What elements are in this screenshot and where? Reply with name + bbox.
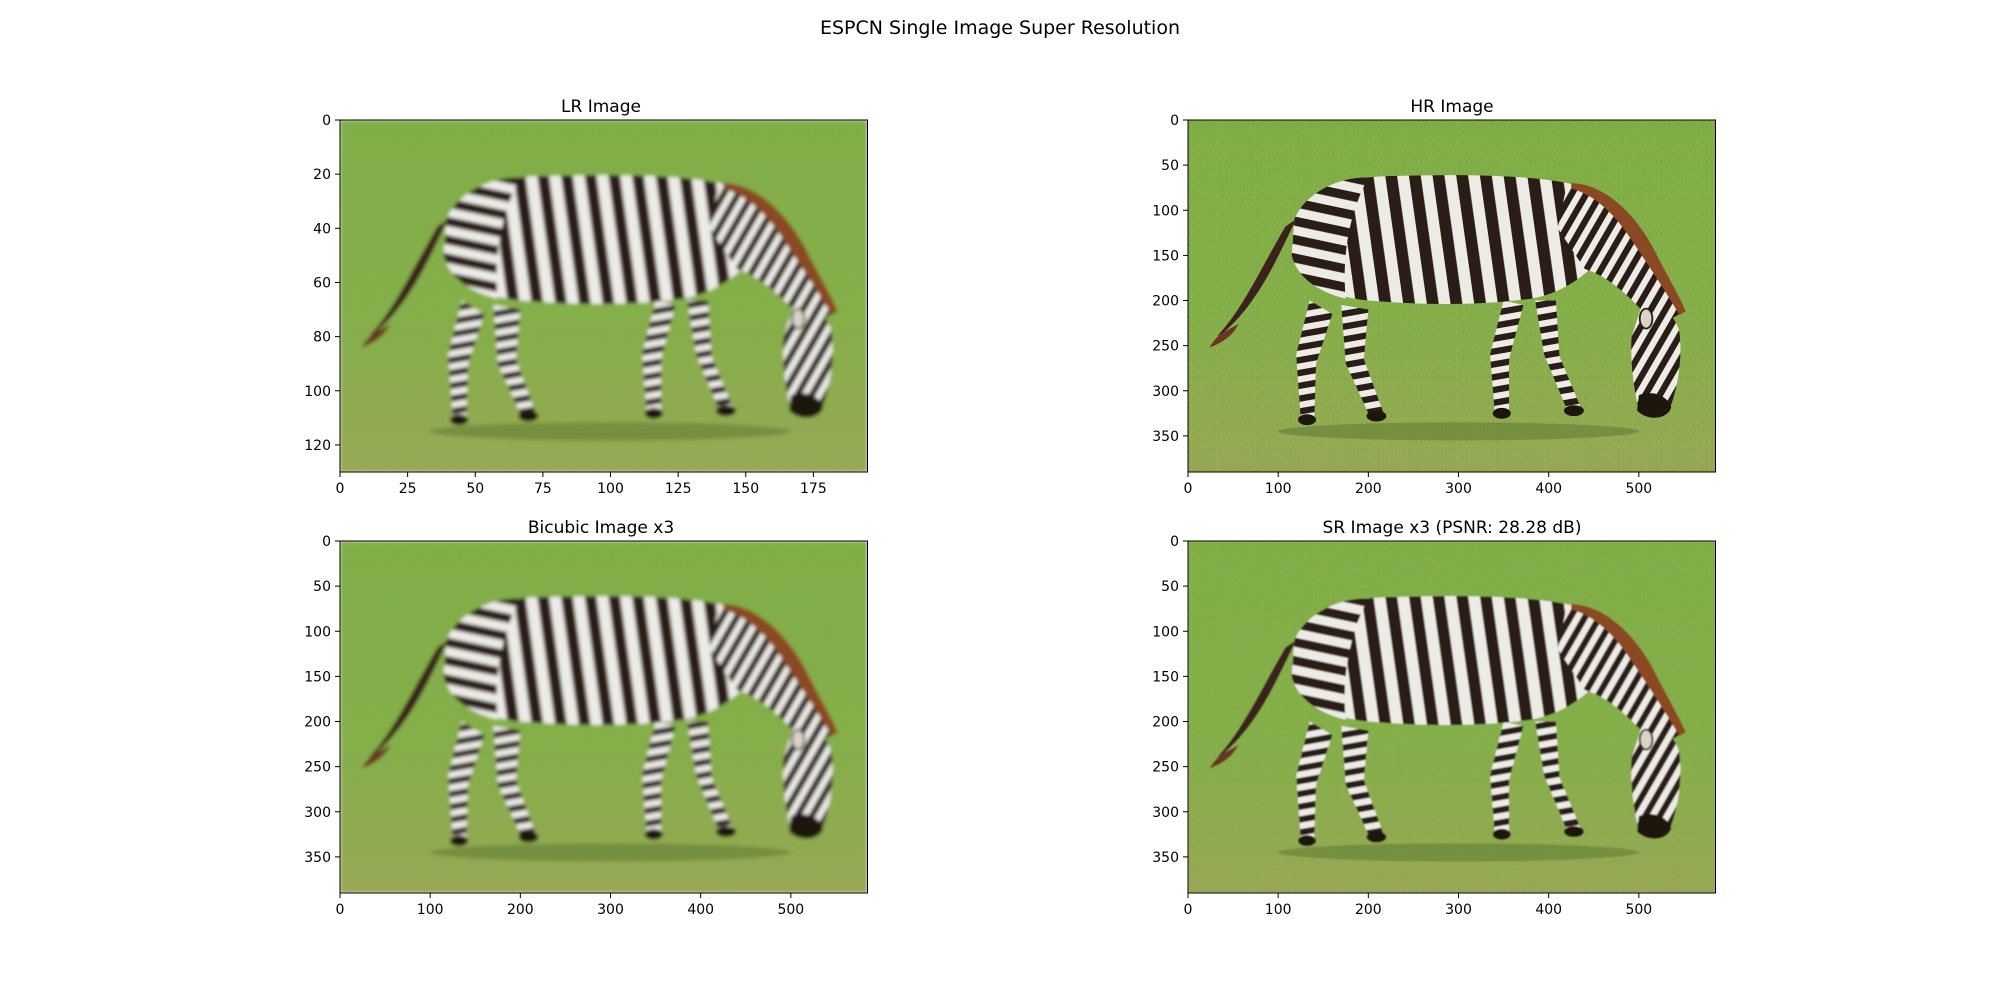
x-tick-label: 150 xyxy=(732,481,759,497)
y-tick-label: 150 xyxy=(1152,248,1179,264)
x-tick-label: 300 xyxy=(1445,902,1472,918)
y-tick-label: 0 xyxy=(322,113,331,129)
y-tick-label: 350 xyxy=(1152,850,1179,866)
y-tick-label: 50 xyxy=(1161,579,1179,595)
image-lr xyxy=(340,120,868,472)
image-hr xyxy=(1188,120,1716,472)
y-tick-label: 300 xyxy=(1152,384,1179,400)
axes-frame-sr xyxy=(1187,540,1716,894)
y-tick-label: 50 xyxy=(313,579,331,595)
panel-title-bicubic: Bicubic Image x3 xyxy=(528,518,674,538)
x-tick-label: 125 xyxy=(665,481,692,497)
x-tick-label: 400 xyxy=(1535,481,1562,497)
x-tick-label: 400 xyxy=(687,902,714,918)
y-tick-label: 150 xyxy=(304,669,331,685)
x-tick-label: 500 xyxy=(777,902,804,918)
y-tick-label: 150 xyxy=(1152,669,1179,685)
y-tick-label: 300 xyxy=(304,805,331,821)
panel-title-lr: LR Image xyxy=(561,97,641,117)
y-tick-label: 120 xyxy=(304,438,331,454)
x-tick-label: 400 xyxy=(1535,902,1562,918)
zebra-photo xyxy=(340,120,868,472)
x-tick-label: 0 xyxy=(336,481,345,497)
x-tick-label: 25 xyxy=(399,481,417,497)
zebra-photo xyxy=(340,541,868,893)
x-tick-label: 200 xyxy=(1355,902,1382,918)
figure-suptitle: ESPCN Single Image Super Resolution xyxy=(820,17,1180,39)
y-tick-label: 250 xyxy=(304,760,331,776)
y-tick-label: 0 xyxy=(1170,534,1179,550)
y-tick-label: 40 xyxy=(313,221,331,237)
panel-hr: HR Image 0 100 200 300 400 500 0 50 100 150 200 250… xyxy=(1152,97,1716,497)
y-tick-label: 200 xyxy=(304,715,331,731)
y-tick-label: 100 xyxy=(304,624,331,640)
y-tick-label: 200 xyxy=(1152,715,1179,731)
x-tick-label: 500 xyxy=(1625,481,1652,497)
x-tick-label: 0 xyxy=(1184,902,1193,918)
y-tick-label: 250 xyxy=(1152,339,1179,355)
y-tick-label: 250 xyxy=(1152,760,1179,776)
panel-title-hr: HR Image xyxy=(1410,97,1493,117)
zebra-photo xyxy=(1188,120,1716,472)
ticks-hr: 0 100 200 300 400 500 0 50 100 150 200 250 300 350 xyxy=(1152,113,1652,497)
y-tick-label: 0 xyxy=(1170,113,1179,129)
y-tick-label: 50 xyxy=(1161,158,1179,174)
panel-lr: LR Image 0 25 50 75 100 125 150 175 0 20 40 60 80 100… xyxy=(304,97,868,497)
y-tick-label: 100 xyxy=(1152,203,1179,219)
ticks-lr: 0 25 50 75 100 125 150 175 0 20 40 60 80 100 120 xyxy=(304,113,826,497)
x-tick-label: 100 xyxy=(1265,902,1292,918)
x-tick-label: 75 xyxy=(534,481,552,497)
x-tick-label: 300 xyxy=(1445,481,1472,497)
y-tick-label: 200 xyxy=(1152,294,1179,310)
y-tick-label: 60 xyxy=(313,275,331,291)
ticks-bicubic: 0 100 200 300 400 500 0 50 100 150 200 250 300 350 xyxy=(304,534,804,918)
y-tick-label: 100 xyxy=(1152,624,1179,640)
x-tick-label: 0 xyxy=(1184,481,1193,497)
axes-frame-lr xyxy=(339,119,868,473)
x-tick-label: 175 xyxy=(800,481,827,497)
y-tick-label: 350 xyxy=(1152,429,1179,445)
y-tick-label: 350 xyxy=(304,850,331,866)
x-tick-label: 100 xyxy=(417,902,444,918)
y-tick-label: 0 xyxy=(322,534,331,550)
panel-title-sr: SR Image x3 (PSNR: 28.28 dB) xyxy=(1323,518,1582,538)
image-bicubic xyxy=(340,541,868,893)
zebra-photo xyxy=(1188,541,1716,893)
y-tick-label: 80 xyxy=(313,330,331,346)
x-tick-label: 100 xyxy=(597,481,624,497)
panel-bicubic: Bicubic Image x3 0 100 200 300 400 500 0 50 100 1… xyxy=(304,518,868,918)
y-tick-label: 300 xyxy=(1152,805,1179,821)
axes-frame-bicubic xyxy=(339,540,868,894)
x-tick-label: 200 xyxy=(1355,481,1382,497)
x-tick-label: 200 xyxy=(507,902,534,918)
panel-sr: SR Image x3 (PSNR: 28.28 dB) 0 100 200 300 4… xyxy=(1152,518,1716,918)
x-tick-label: 50 xyxy=(466,481,484,497)
axes-frame-hr xyxy=(1187,119,1716,473)
x-tick-label: 100 xyxy=(1265,481,1292,497)
ticks-sr: 0 100 200 300 400 500 0 50 100 150 200 250 300 350 xyxy=(1152,534,1652,918)
image-sr xyxy=(1188,541,1716,893)
y-tick-label: 100 xyxy=(304,384,331,400)
x-tick-label: 300 xyxy=(597,902,624,918)
x-tick-label: 0 xyxy=(336,902,345,918)
y-tick-label: 20 xyxy=(313,167,331,183)
x-tick-label: 500 xyxy=(1625,902,1652,918)
